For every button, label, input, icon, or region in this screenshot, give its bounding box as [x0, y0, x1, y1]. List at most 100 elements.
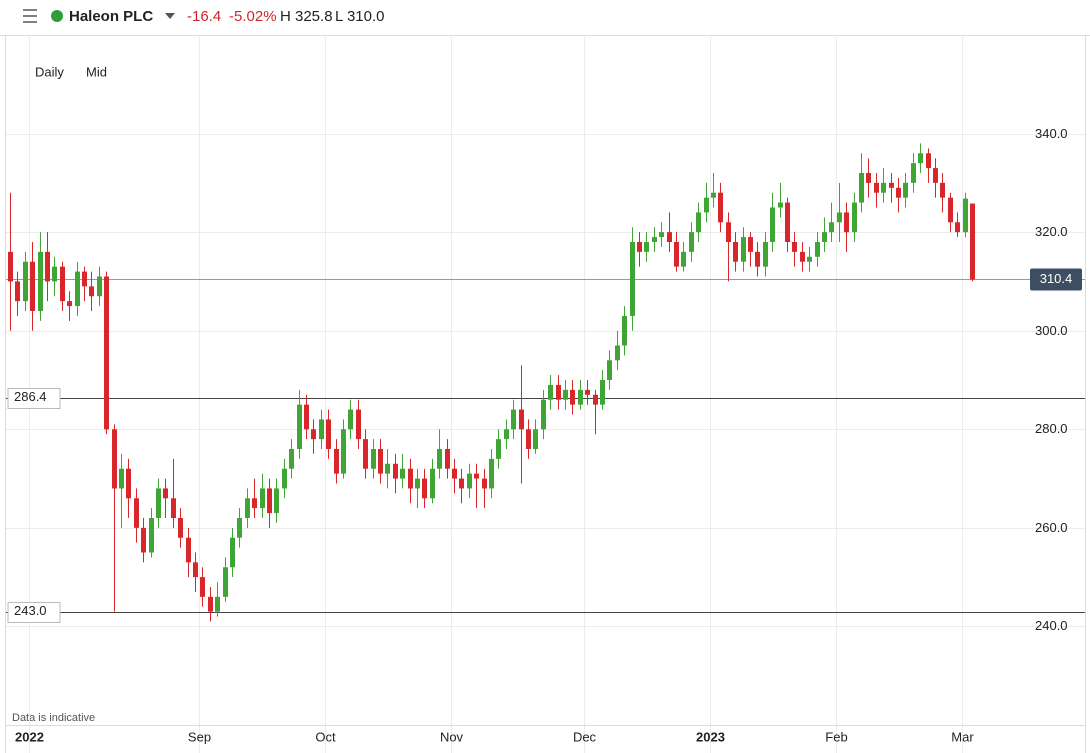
x-tick-label: 2022: [15, 729, 44, 744]
candle-body: [326, 419, 331, 449]
candle-body: [807, 256, 812, 262]
candle-body: [533, 429, 538, 449]
candle-body: [607, 360, 612, 380]
symbol-dropdown[interactable]: [165, 13, 175, 19]
candle-body: [593, 394, 598, 405]
candle-body: [237, 518, 242, 538]
y-tick-label: 320.0: [1035, 224, 1068, 239]
x-tick-label: Nov: [440, 729, 464, 744]
candle-body: [186, 537, 191, 563]
candle-body: [289, 449, 294, 469]
candle-body: [770, 207, 775, 242]
candle-body: [903, 182, 908, 198]
candle-body: [67, 301, 72, 307]
candle-body: [112, 429, 117, 489]
x-tick-label: Oct: [315, 729, 336, 744]
candle-body: [38, 251, 43, 311]
candle-body: [45, 251, 50, 282]
candle-body: [223, 567, 228, 597]
candle-body: [556, 384, 561, 400]
candle-body: [104, 276, 109, 430]
candle-body: [829, 222, 834, 233]
symbol-name[interactable]: Haleon PLC: [69, 8, 153, 25]
x-tick-label: Mar: [951, 729, 974, 744]
candle-body: [267, 488, 272, 514]
candle-body: [822, 232, 827, 242]
candle-body: [970, 203, 975, 280]
interval-button[interactable]: Daily: [35, 64, 64, 79]
candle-body: [230, 537, 235, 568]
candle-body: [718, 192, 723, 223]
day-low: L 310.0: [335, 8, 385, 25]
candle-body: [393, 463, 398, 479]
candle-body: [149, 518, 154, 553]
candle-body: [482, 478, 487, 489]
candle-body: [741, 237, 746, 262]
candle-body: [311, 429, 316, 440]
candle-body: [215, 596, 220, 612]
candle-body: [548, 384, 553, 400]
candle-body: [637, 242, 642, 252]
status-dot: [51, 10, 63, 22]
y-tick-label: 280.0: [1035, 421, 1068, 436]
menu-icon[interactable]: [23, 9, 37, 23]
candle-body: [304, 404, 309, 430]
x-tick-label: Dec: [573, 729, 597, 744]
candle-body: [334, 449, 339, 474]
current-price-label: 310.4: [1040, 271, 1073, 286]
candle-body: [422, 478, 427, 499]
candle-body: [948, 197, 953, 223]
candle-body: [89, 286, 94, 297]
y-tick-label: 300.0: [1035, 323, 1068, 338]
candle-body: [918, 153, 923, 164]
candle-body: [15, 281, 20, 302]
candle-body: [889, 182, 894, 188]
price-change-percent: -5.02%: [229, 8, 277, 25]
candle-body: [126, 468, 131, 499]
candle-body: [371, 449, 376, 469]
candle-body: [674, 242, 679, 267]
candle-body: [8, 251, 13, 282]
candle-body: [415, 478, 420, 489]
candle-body: [341, 429, 346, 474]
candle-body: [800, 251, 805, 262]
candle-body: [681, 251, 686, 267]
candle-body: [245, 498, 250, 518]
candle-body: [408, 468, 413, 489]
candle-body: [156, 488, 161, 518]
candle-body: [526, 429, 531, 449]
candle-body: [489, 458, 494, 489]
candle-body: [363, 439, 368, 469]
candle-body: [171, 498, 176, 518]
candle-body: [866, 173, 871, 183]
candle-body: [733, 242, 738, 262]
candle-body: [837, 212, 842, 223]
candle-body: [282, 468, 287, 489]
candle-body: [600, 380, 605, 405]
candle-body: [23, 261, 28, 302]
candle-body: [260, 488, 265, 509]
current-price-box: [1030, 268, 1082, 291]
candle-body: [955, 222, 960, 233]
candle-body: [696, 212, 701, 233]
candle-body: [134, 498, 139, 528]
candle-body: [541, 399, 546, 430]
price-type-button[interactable]: Mid: [86, 64, 107, 79]
candle-body: [378, 449, 383, 474]
candle-body: [622, 315, 627, 346]
candle-body: [940, 182, 945, 198]
candle-body: [193, 562, 198, 578]
candle-body: [792, 242, 797, 252]
candle-body: [348, 409, 353, 430]
candle-body: [578, 389, 583, 405]
x-tick-label: Sep: [188, 729, 211, 744]
candle-body: [844, 212, 849, 233]
candle-body: [815, 242, 820, 257]
candle-body: [356, 409, 361, 440]
candle-body: [689, 232, 694, 252]
candle-body: [97, 276, 102, 297]
candle-body: [519, 409, 524, 430]
y-tick-label: 340.0: [1035, 126, 1068, 141]
candle-body: [630, 242, 635, 316]
candle-body: [445, 449, 450, 469]
